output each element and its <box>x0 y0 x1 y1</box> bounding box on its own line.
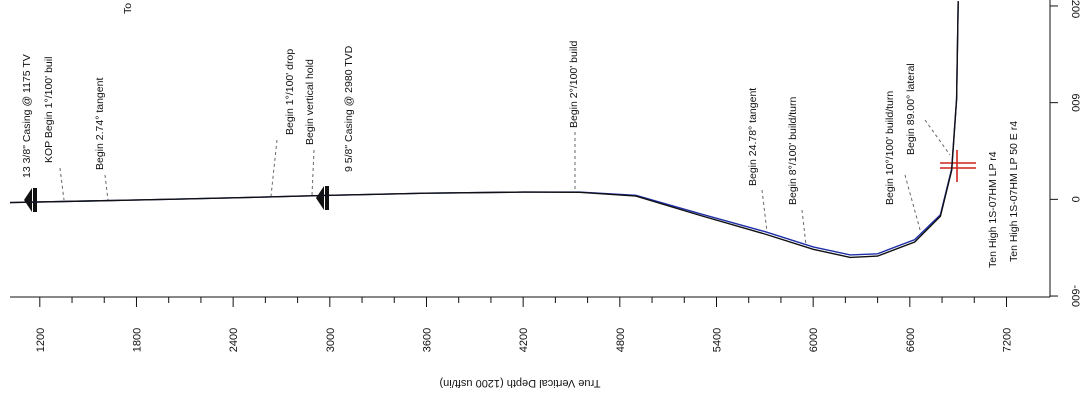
annotation: 9 5/8" Casing @ 2980 TVD <box>343 45 355 172</box>
x-tick-label: 3600 <box>421 328 433 352</box>
y-tick-label: 0 <box>1069 196 1081 202</box>
legend-entry: Ten High 1S-07HM LP 50 E r4 <box>1008 121 1020 262</box>
casing-marker <box>24 186 329 212</box>
y-tick-label: 600 <box>1069 93 1081 111</box>
x-tick-label: 1800 <box>131 328 143 352</box>
target-marker <box>940 150 976 182</box>
legend-entry: Ten High 1S-07HM LP r4 <box>987 151 999 268</box>
x-tick-label: 6600 <box>905 328 917 352</box>
x-tick-label: 4800 <box>615 328 627 352</box>
trajectory-line <box>9 1 959 256</box>
annotation: KOP Begin 1°/100' buil <box>43 57 55 163</box>
x-tick-label: 4200 <box>518 328 530 352</box>
annotation: Begin 2.74° tangent <box>94 78 106 170</box>
x-tick-label: 2400 <box>228 328 240 352</box>
annotation: Begin 24.78° tangent <box>747 88 759 186</box>
annotation: Begin vertical hold <box>304 59 316 145</box>
annotation: Begin 1°/100' drop <box>284 49 296 135</box>
y-tick-label: -600 <box>1069 285 1081 307</box>
leader-lines <box>59 119 951 246</box>
x-tick-label: 1200 <box>35 328 47 352</box>
annotation: Begin 2°/100' build <box>568 40 580 128</box>
x-tick-label: 7200 <box>1001 328 1013 352</box>
annotation: 13 3/8" Casing @ 1175 TV <box>21 54 33 178</box>
annotation: To <box>122 3 134 14</box>
x-tick-label: 3000 <box>325 328 337 352</box>
x-tick-label: 6000 <box>808 328 820 352</box>
annotation: Begin 10°/100' build/turn <box>884 91 896 205</box>
y-tick-label: 1200 <box>1069 0 1081 18</box>
annotation: Begin 89.00° lateral <box>905 63 917 155</box>
x-axis-label: True Vertical Depth (1200 usft/in) <box>439 377 600 389</box>
annotation: Begin 8°/100' build/turn <box>787 96 799 205</box>
trajectory-line <box>9 1 959 259</box>
x-tick-label: 5400 <box>711 328 723 352</box>
